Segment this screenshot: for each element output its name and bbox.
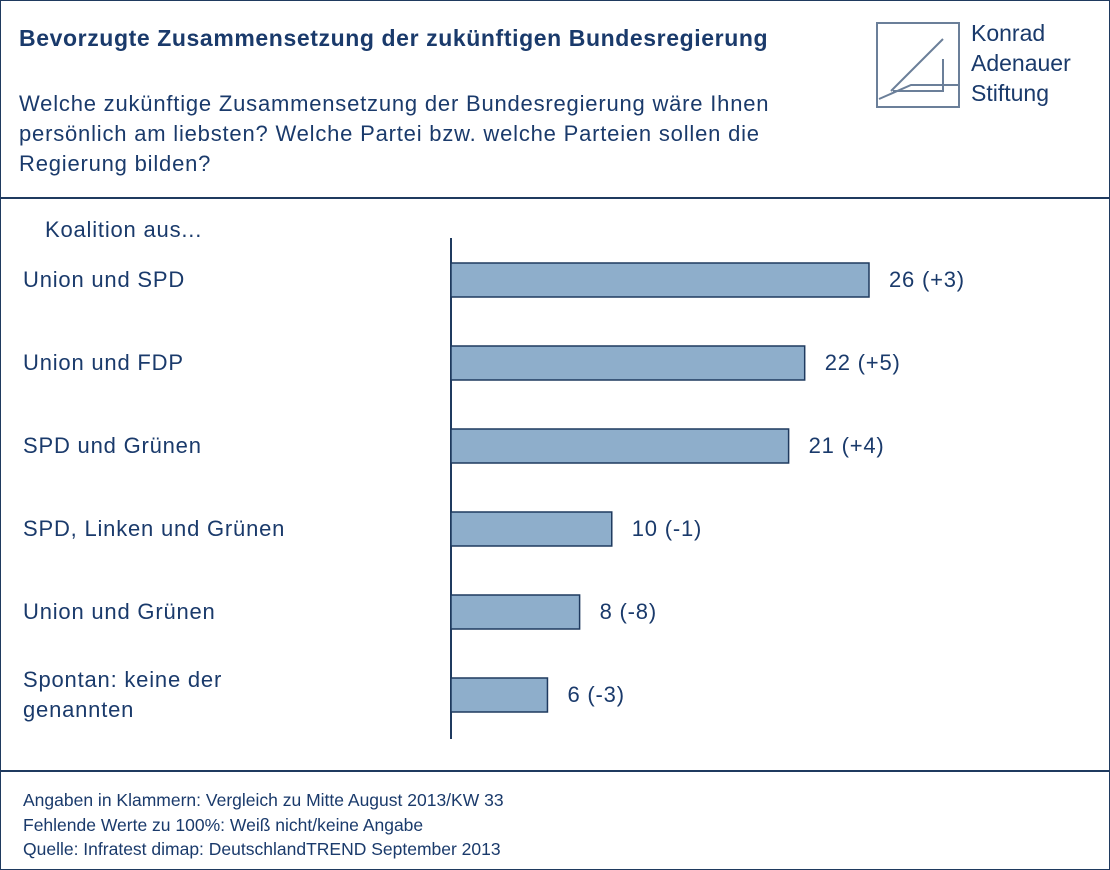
chart-title: Bevorzugte Zusammensetzung der zukünftig… <box>19 25 769 51</box>
bar <box>450 428 790 464</box>
value-label: 21 (+4) <box>809 433 885 458</box>
logo-text: Stiftung <box>971 80 1049 106</box>
category-label: Spontan: keine der genannten <box>23 667 223 722</box>
logo-mark <box>878 84 959 100</box>
logo-mark <box>890 38 944 92</box>
chart-subtitle: Welche zukünftige Zusammensetzung der Bu… <box>19 91 770 176</box>
category-label: SPD, Linken und Grünen <box>23 516 286 541</box>
category-label: Union und SPD <box>23 267 186 292</box>
note: Fehlende Werte zu 100%: Weiß nicht/keine… <box>23 814 424 835</box>
bar <box>450 594 581 630</box>
note: Angaben in Klammern: Vergleich zu Mitte … <box>23 790 504 810</box>
bar <box>450 345 806 381</box>
value-label: 22 (+5) <box>825 350 901 375</box>
value-label: 8 (-8) <box>600 599 657 624</box>
value-label: 26 (+3) <box>889 267 965 292</box>
bar <box>450 511 613 547</box>
bar <box>450 262 870 298</box>
axis-label: Koalition aus... <box>45 217 203 242</box>
notes: Angaben in Klammern: Vergleich zu Mitte … <box>23 788 504 862</box>
bar <box>450 677 549 713</box>
logo: Konrad Adenauer Stiftung <box>876 20 1071 108</box>
logo-text: Adenauer <box>971 50 1071 76</box>
note: Quelle: Infratest dimap: DeutschlandTREN… <box>23 839 501 859</box>
category-label: Union und FDP <box>23 350 184 375</box>
logo-frame <box>876 22 960 108</box>
category-label: SPD und Grünen <box>23 433 202 458</box>
separator <box>1 197 1109 199</box>
separator <box>1 770 1109 772</box>
logo-text: Konrad <box>971 20 1045 46</box>
category-label: Union und Grünen <box>23 599 216 624</box>
value-label: 6 (-3) <box>567 682 624 707</box>
value-label: 10 (-1) <box>632 516 702 541</box>
